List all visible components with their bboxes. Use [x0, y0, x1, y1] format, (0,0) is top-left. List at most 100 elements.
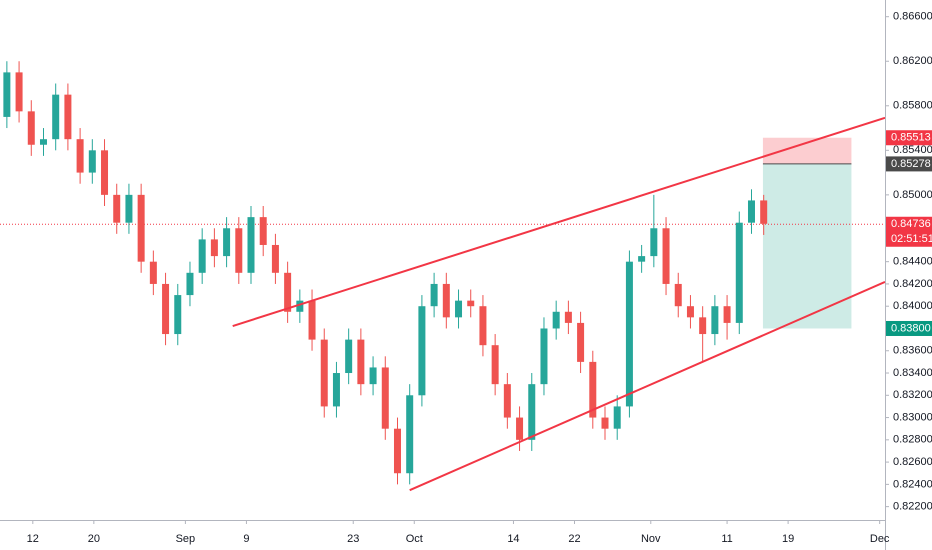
candle-body — [613, 406, 621, 429]
candle-body — [699, 317, 707, 335]
target-zone — [762, 163, 852, 329]
stop-label-bg — [886, 130, 932, 146]
candle-body — [540, 328, 548, 385]
candle-body — [516, 417, 524, 440]
last-price-label-bg — [886, 216, 932, 247]
candle-body — [625, 261, 633, 407]
candle-body — [113, 194, 121, 223]
trendline — [232, 116, 885, 327]
x-tick-label: 9 — [243, 533, 249, 545]
candle-body — [210, 239, 218, 257]
candle-body — [247, 217, 255, 273]
candle-body — [723, 306, 731, 323]
y-tick-label: 0.83400 — [893, 367, 932, 379]
x-tick-label: 22 — [568, 533, 580, 545]
candle-body — [491, 345, 499, 385]
trendline — [409, 281, 885, 492]
y-tick-label: 0.86600 — [893, 11, 932, 23]
candle-body — [15, 72, 23, 112]
y-tick-label: 0.84400 — [893, 256, 932, 268]
y-tick-label: 0.85000 — [893, 189, 932, 201]
candle-body — [235, 228, 243, 273]
entry-label: 0.85278 — [891, 158, 931, 170]
x-tick-label: Oct — [406, 533, 423, 545]
stop-label: 0.85513 — [891, 132, 931, 144]
y-tick-label: 0.83000 — [893, 411, 932, 423]
x-tick-label: 12 — [27, 533, 39, 545]
candle-body — [674, 283, 682, 307]
target-label-bg — [886, 320, 932, 336]
y-tick-label: 0.82800 — [893, 434, 932, 446]
candle-body — [406, 395, 414, 474]
candle-body — [369, 367, 377, 385]
candle-body — [259, 217, 267, 245]
y-tick-label: 0.83200 — [893, 389, 932, 401]
candle-body — [601, 417, 609, 429]
y-tick-label: 0.82600 — [893, 456, 932, 468]
candle-body — [686, 306, 694, 318]
y-tick-label: 0.85800 — [893, 100, 932, 112]
y-tick-label: 0.85400 — [893, 144, 932, 156]
candle-body — [149, 261, 157, 284]
candle-body — [393, 428, 401, 474]
candle-body — [345, 339, 353, 374]
candle-body — [467, 300, 475, 307]
last-price-label-countdown: 02:51:51 — [891, 233, 932, 245]
candle-body — [442, 283, 450, 318]
candle-body — [357, 339, 365, 385]
candle-body — [564, 311, 572, 323]
x-tick-label: Nov — [641, 533, 661, 545]
candle-body — [589, 361, 597, 418]
plot-area — [0, 61, 885, 492]
x-tick-label: Sep — [176, 533, 196, 545]
candle-body — [162, 283, 170, 335]
entry-label-bg — [886, 156, 932, 172]
candle-body — [760, 200, 768, 224]
candle-body — [711, 306, 719, 335]
candle-body — [88, 150, 96, 173]
x-tick-label: 11 — [721, 533, 732, 545]
x-tick-label: 14 — [507, 533, 519, 545]
last-price-label: 0.84736 — [891, 218, 931, 230]
candle-body — [479, 306, 487, 346]
candle-body — [455, 300, 463, 318]
candle-body — [296, 300, 304, 312]
y-tick-label: 0.83600 — [893, 345, 932, 357]
candle-body — [320, 339, 328, 407]
candle-body — [503, 384, 511, 418]
y-tick-label: 0.82400 — [893, 478, 932, 490]
candle-body — [223, 228, 231, 257]
target-label: 0.83800 — [891, 322, 931, 334]
x-tick-label: Dec — [870, 533, 890, 545]
candle-body — [650, 228, 658, 257]
candle-body — [125, 194, 133, 223]
candle-body — [3, 72, 11, 117]
y-tick-label: 0.84000 — [893, 300, 932, 312]
candle-body — [198, 239, 206, 273]
candle-body — [174, 295, 182, 335]
candle-body — [186, 272, 194, 296]
x-tick-label: 19 — [782, 533, 794, 545]
x-tick-label: 20 — [88, 533, 100, 545]
candle-body — [27, 111, 35, 145]
candle-body — [552, 311, 560, 329]
candle-body — [101, 150, 109, 195]
y-tick-label: 0.84200 — [893, 278, 932, 290]
candle-body — [52, 94, 60, 140]
y-tick-label: 0.86200 — [893, 55, 932, 67]
candle-body — [735, 222, 743, 323]
candle-body — [76, 139, 84, 173]
candle-body — [64, 94, 72, 140]
candle-body — [137, 194, 145, 262]
candle-body — [747, 200, 755, 223]
candle-body — [271, 244, 279, 273]
candle-body — [284, 272, 292, 312]
candle-body — [418, 306, 426, 396]
candle-body — [381, 367, 389, 429]
candle-body — [638, 256, 646, 262]
candle-body — [528, 384, 536, 440]
candle-body — [577, 322, 585, 362]
